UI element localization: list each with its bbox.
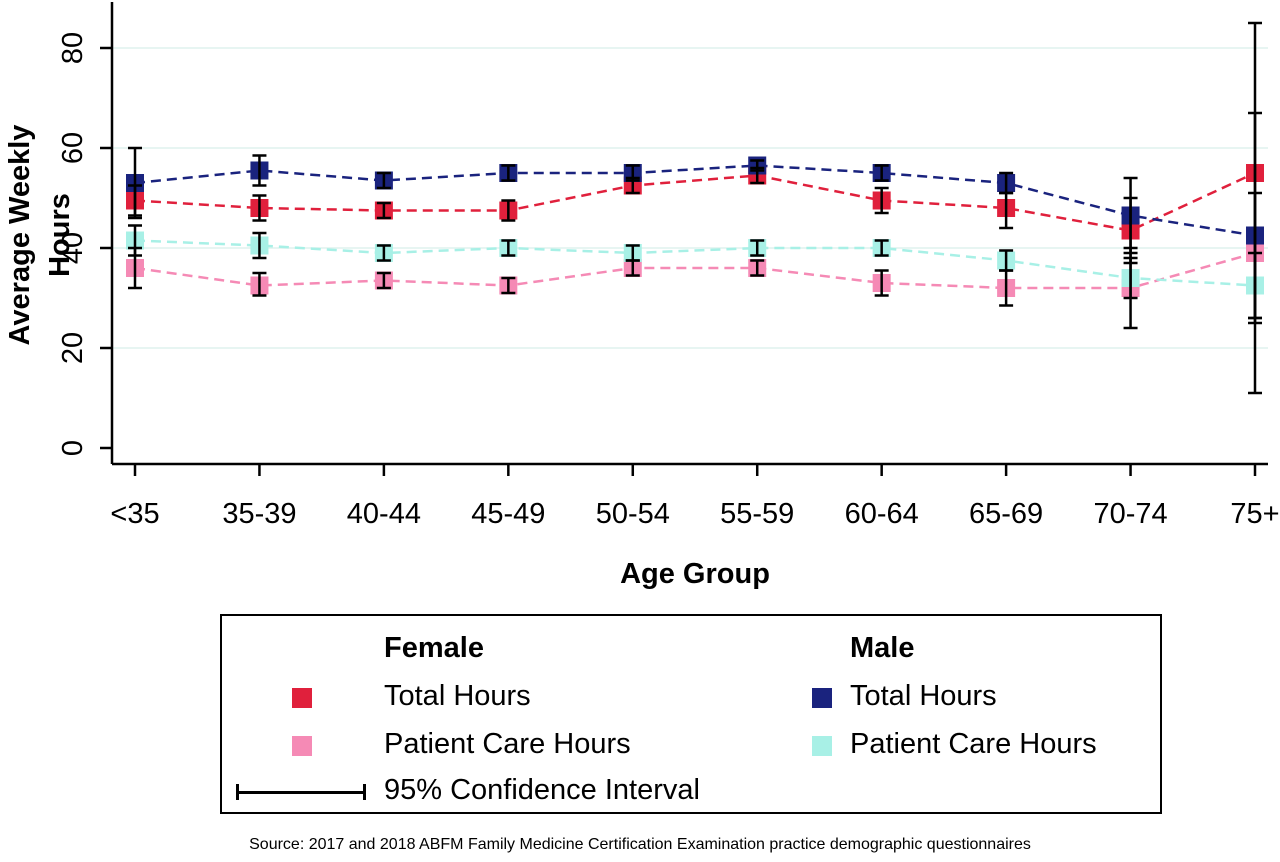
x-tick-label-6: 60-64 <box>845 498 919 530</box>
x-tick-label-1: 35-39 <box>222 498 296 530</box>
legend-label-ci: 95% Confidence Interval <box>384 774 700 806</box>
y-tick-label-20: 20 <box>57 332 89 364</box>
x-tick-label-0: <35 <box>110 498 159 530</box>
x-tick-label-3: 45-49 <box>471 498 545 530</box>
x-axis-title: Age Group <box>620 558 770 590</box>
legend: Female Male Total Hours Total Hours Pati… <box>220 614 1162 814</box>
series-line-0 <box>134 171 1256 232</box>
series-line-3 <box>134 239 1256 287</box>
legend-swatch-female-total <box>292 688 312 708</box>
x-tick-label-2: 40-44 <box>347 498 421 530</box>
x-tick-label-9: 75+ <box>1230 498 1279 530</box>
legend-swatch-male-patient <box>812 736 832 756</box>
legend-female-heading: Female <box>384 632 484 664</box>
x-tick-label-7: 65-69 <box>969 498 1043 530</box>
legend-male-heading: Male <box>850 632 915 664</box>
series-line-2 <box>134 164 1256 237</box>
y-tick-label-80: 80 <box>57 32 89 64</box>
x-tick-label-4: 50-54 <box>596 498 670 530</box>
x-tick-label-8: 70-74 <box>1093 498 1167 530</box>
legend-label-female-patient: Patient Care Hours <box>384 728 631 760</box>
legend-swatch-female-patient <box>292 736 312 756</box>
y-tick-label-40: 40 <box>57 232 89 264</box>
y-tick-label-0: 0 <box>57 440 89 456</box>
legend-label-male-patient: Patient Care Hours <box>850 728 1097 760</box>
x-tick-label-5: 55-59 <box>720 498 794 530</box>
legend-label-male-total: Total Hours <box>850 680 997 712</box>
legend-label-female-total: Total Hours <box>384 680 531 712</box>
y-tick-label-60: 60 <box>57 132 89 164</box>
legend-ci-key-icon <box>236 784 366 800</box>
y-axis-title: Average Weekly Hours <box>4 124 76 346</box>
legend-swatch-male-total <box>812 688 832 708</box>
series-line-1 <box>134 251 1256 290</box>
source-note: Source: 2017 and 2018 ABFM Family Medici… <box>249 836 1031 853</box>
chart-plot-area: 0 20 40 60 80 <35 35-39 40-44 45-49 50-54 55-59 60-… <box>57 2 1280 530</box>
